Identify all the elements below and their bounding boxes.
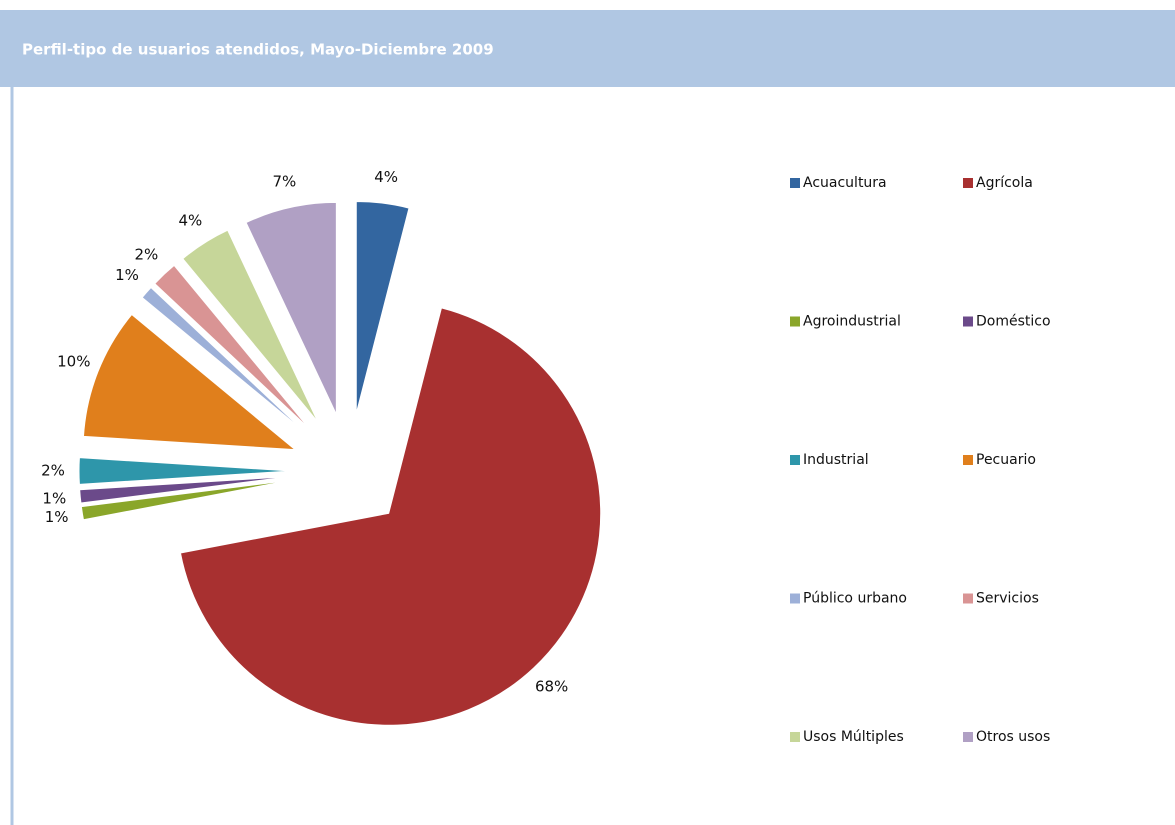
header-band	[0, 10, 1175, 87]
data-label: 1%	[45, 508, 69, 526]
pie-slice	[245, 201, 337, 415]
data-label: 1%	[42, 489, 66, 507]
legend-label: Industrial	[803, 452, 869, 468]
legend-label: Otros usos	[976, 729, 1050, 745]
legend-swatch	[963, 178, 973, 188]
data-label: 4%	[374, 168, 398, 186]
pie-slice	[179, 307, 602, 726]
legend-swatch	[963, 455, 973, 465]
legend-swatch	[790, 316, 800, 327]
legend-label: Pecuario	[976, 452, 1036, 468]
data-label: 7%	[273, 173, 297, 191]
legend-swatch	[790, 593, 800, 604]
pie-slice	[78, 457, 292, 485]
data-label: 4%	[178, 212, 202, 230]
pie-slice	[154, 264, 310, 430]
pie-slice	[355, 200, 410, 414]
legend-swatch	[790, 178, 800, 188]
chart-title: Perfil-tipo de usuarios atendidos, Mayo-…	[22, 41, 494, 59]
data-label: 2%	[134, 246, 158, 264]
legend-swatch	[963, 593, 973, 604]
legend-label: Acuacultura	[803, 175, 887, 191]
legend-label: Agroindustrial	[803, 314, 901, 330]
pie-slice	[80, 479, 292, 521]
legend-label: Servicios	[976, 591, 1039, 607]
pie-slice	[82, 313, 297, 451]
pie-slice	[182, 229, 319, 423]
legend-swatch	[963, 316, 973, 327]
data-label: 10%	[57, 353, 90, 371]
data-label: 1%	[115, 266, 139, 284]
legend-label: Agrícola	[976, 175, 1033, 191]
legend-label: Doméstico	[976, 314, 1051, 330]
legend-swatch	[790, 732, 800, 742]
pie-slice	[79, 475, 292, 504]
pie-slice	[141, 286, 306, 434]
legend-swatch	[790, 455, 800, 465]
legend-swatch	[963, 732, 973, 742]
legend-label: Público urbano	[803, 591, 907, 607]
legend-label: Usos Múltiples	[803, 729, 904, 745]
data-label: 2%	[41, 462, 65, 480]
data-label: 68%	[535, 677, 568, 695]
